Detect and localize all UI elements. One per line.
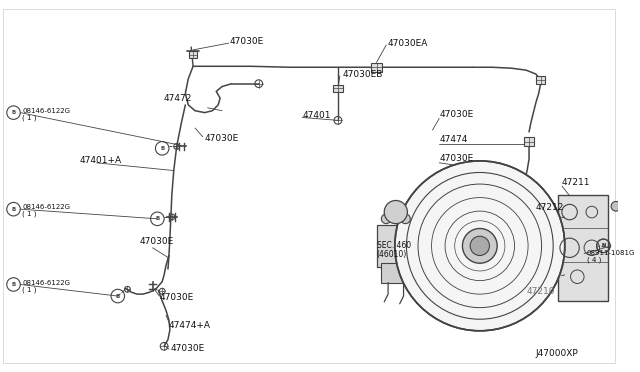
Text: 47401+A: 47401+A [79, 156, 122, 166]
Text: 47030E: 47030E [159, 294, 193, 302]
Text: 47030E: 47030E [171, 344, 205, 353]
Circle shape [611, 202, 621, 211]
Text: 47401: 47401 [302, 111, 331, 120]
Text: ( 1 ): ( 1 ) [22, 211, 36, 217]
Text: 47030EB: 47030EB [343, 70, 383, 78]
Text: J47000XP: J47000XP [536, 349, 579, 359]
Circle shape [401, 214, 410, 224]
Bar [536, 76, 545, 84]
Bar [558, 195, 608, 301]
Text: 47030E: 47030E [140, 237, 174, 246]
Bar [381, 263, 420, 283]
Text: N: N [601, 243, 605, 248]
Text: B: B [116, 294, 120, 299]
Text: 47472: 47472 [163, 94, 191, 103]
Circle shape [381, 214, 391, 224]
Text: B: B [12, 207, 15, 212]
Text: 47210: 47210 [526, 287, 555, 296]
Text: 47474: 47474 [439, 135, 468, 144]
Circle shape [384, 201, 408, 224]
Text: B: B [12, 282, 15, 287]
Text: 08146-6122G: 08146-6122G [22, 204, 70, 210]
Text: B: B [156, 217, 159, 221]
Circle shape [470, 236, 490, 256]
Text: (46010): (46010) [376, 250, 407, 259]
Text: ( 1 ): ( 1 ) [22, 114, 36, 121]
Text: 47030E: 47030E [439, 110, 474, 119]
Bar [524, 137, 534, 146]
Text: 47030E: 47030E [439, 154, 474, 163]
Text: 47030EA: 47030EA [387, 39, 428, 48]
Text: 08146-6122G: 08146-6122G [22, 279, 70, 286]
Text: 47030E: 47030E [230, 37, 264, 46]
Text: 47030E: 47030E [205, 134, 239, 143]
Text: ( 1 ): ( 1 ) [22, 286, 36, 292]
Text: B: B [12, 110, 15, 115]
Text: 47211: 47211 [562, 178, 590, 187]
Text: 47212: 47212 [536, 203, 564, 212]
Bar [376, 225, 444, 267]
Text: ( 4 ): ( 4 ) [587, 256, 602, 263]
Text: 47474+A: 47474+A [169, 321, 211, 330]
Bar [371, 63, 382, 71]
Bar [189, 51, 197, 58]
Bar [333, 85, 343, 92]
Text: 08911-1081G: 08911-1081G [587, 250, 636, 256]
Circle shape [395, 161, 564, 331]
Circle shape [463, 228, 497, 263]
Text: B: B [160, 146, 164, 151]
Text: N: N [601, 243, 605, 248]
Text: SEC. 460: SEC. 460 [376, 241, 411, 250]
Text: 08146-6122G: 08146-6122G [22, 108, 70, 114]
